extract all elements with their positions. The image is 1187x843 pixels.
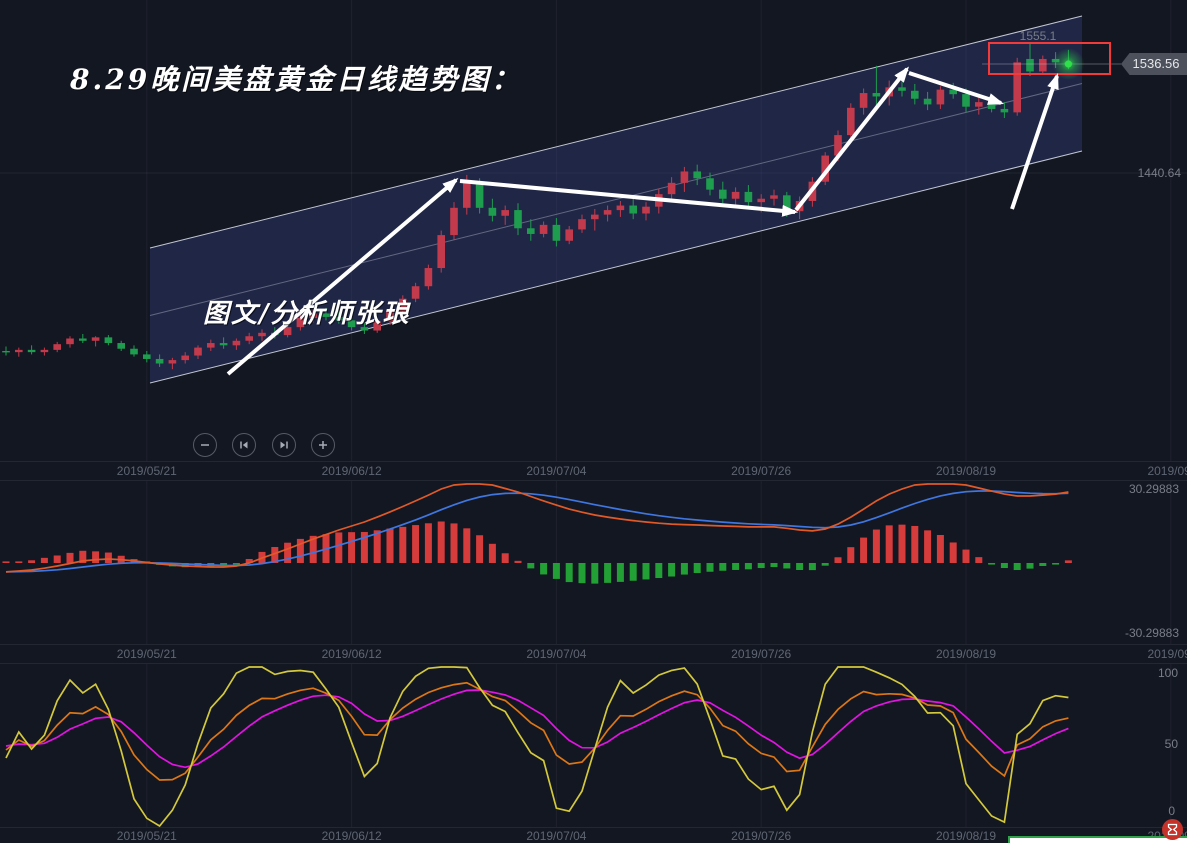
chart-title: 8.29晚间美盘黄金日线趋势图： [70,63,523,96]
date-label: 2019/06/12 [321,829,382,843]
macd-upper-label: 30.29883 [1128,482,1179,496]
zoom-in-button[interactable] [311,433,336,457]
macd-lower-label: -30.29883 [1124,626,1179,640]
skip-end-icon [280,441,288,449]
date-label: 2019/07/26 [731,829,792,843]
bottom-strip [1008,836,1187,843]
date-label: 2019/05/21 [116,464,177,478]
chart-toolbar [193,433,346,457]
go-last-button[interactable] [271,433,296,457]
minus-icon [201,444,209,446]
date-label: 2019/08/19 [935,647,997,661]
kdj-50-label: 50 [1164,737,1178,751]
date-label: 2019/07/04 [526,647,587,661]
zoom-out-button[interactable] [193,433,217,457]
date-label: 2019/05/21 [116,647,177,661]
grid-price-label: 1440.64 [1137,166,1181,180]
date-label: 2019/07/04 [526,464,587,478]
date-label: 2019/07/26 [731,647,792,661]
kdj-0-label: 0 [1168,804,1175,818]
date-label: 2019/09/ [1147,464,1187,478]
date-label: 2019/08/19 [935,464,997,478]
date-label: 2019/06/12 [321,647,382,661]
kdj-100-label: 100 [1157,666,1178,680]
seal-icon [1162,819,1183,840]
date-label: 2019/08/19 [935,829,997,843]
watermark-credit: 图文/分析师张琅 [203,299,411,329]
date-label: 2019/09/ [1147,647,1187,661]
high-price-label: 1555.1 [1019,29,1057,43]
plus-icon [319,441,328,449]
current-price-tag: 1536.56 [1121,53,1187,75]
date-label: 2019/05/21 [116,829,177,843]
date-label: 2019/07/26 [731,464,792,478]
skip-start-icon [240,441,248,449]
go-first-button[interactable] [232,433,257,457]
date-label: 2019/06/12 [321,464,382,478]
date-label: 2019/07/04 [526,829,587,843]
